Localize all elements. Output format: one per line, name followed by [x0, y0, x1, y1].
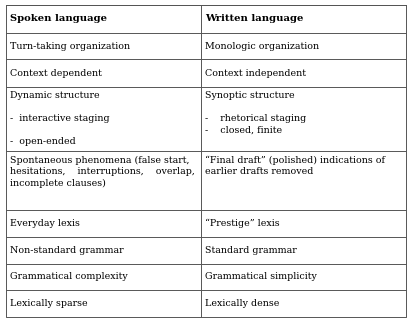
- Text: Monologic organization: Monologic organization: [205, 42, 319, 51]
- Text: Turn-taking organization: Turn-taking organization: [10, 42, 130, 51]
- Text: Grammatical simplicity: Grammatical simplicity: [205, 272, 317, 281]
- Text: Lexically sparse: Lexically sparse: [10, 299, 88, 308]
- Text: Everyday lexis: Everyday lexis: [10, 219, 80, 228]
- Text: Context independent: Context independent: [205, 69, 306, 78]
- Text: “Prestige” lexis: “Prestige” lexis: [205, 219, 280, 228]
- Text: Non-standard grammar: Non-standard grammar: [10, 246, 124, 255]
- Text: Written language: Written language: [205, 14, 304, 24]
- Text: Standard grammar: Standard grammar: [205, 246, 297, 255]
- Text: Lexically dense: Lexically dense: [205, 299, 279, 308]
- Text: Dynamic structure

-  interactive staging

-  open-ended: Dynamic structure - interactive staging …: [10, 91, 110, 146]
- Text: “Final draft” (polished) indications of
earlier drafts removed: “Final draft” (polished) indications of …: [205, 156, 385, 176]
- Text: Synoptic structure

-    rhetorical staging
-    closed, finite: Synoptic structure - rhetorical staging …: [205, 91, 307, 135]
- Text: Context dependent: Context dependent: [10, 69, 102, 78]
- Text: Spoken language: Spoken language: [10, 14, 107, 24]
- Text: Spontaneous phenomena (false start,
hesitations,    interruptions,    overlap,
i: Spontaneous phenomena (false start, hesi…: [10, 156, 195, 188]
- Text: Grammatical complexity: Grammatical complexity: [10, 272, 128, 281]
